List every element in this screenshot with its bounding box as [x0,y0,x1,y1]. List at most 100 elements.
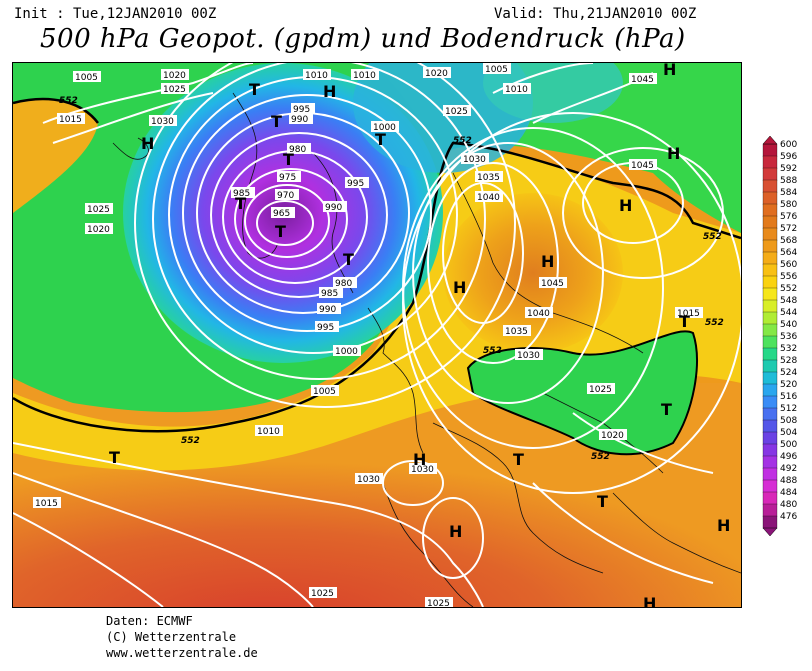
color-legend-tick: 572 [780,224,798,234]
color-legend-tick: 576 [780,212,798,222]
color-legend-cell [762,155,778,169]
color-legend-tick: 536 [780,332,798,342]
contour-552-label: 552 [483,346,502,356]
color-legend-cell [762,359,778,373]
color-legend-bottom-arrow [762,527,778,536]
low-marker: T [661,400,672,419]
isobar-label: 1035 [477,173,500,183]
isobar-label: 995 [293,105,310,115]
isobar-label: 1045 [631,161,654,171]
isobar-label: 1040 [527,309,550,319]
isobar-label: 1000 [373,123,396,133]
isobar-label: 1005 [313,387,336,397]
color-legend-tick: 504 [780,428,798,438]
high-marker: H [413,450,426,469]
color-legend-tick: 600 [780,140,798,150]
color-legend-tick: 492 [780,464,798,474]
isobar-label: 980 [289,145,306,155]
color-legend-tick: 496 [780,452,798,462]
color-legend-tick: 552 [780,284,798,294]
color-legend-cell [762,275,778,289]
isobar-label: 1025 [589,385,612,395]
high-marker: H [717,516,730,535]
high-marker: H [663,63,676,79]
isobar-label: 1030 [357,475,380,485]
isobar-label: 1000 [335,347,358,357]
isobar-label: 1045 [541,279,564,289]
color-legend-tick: 528 [780,356,798,366]
low-marker: T [235,194,246,213]
high-marker: H [449,522,462,541]
color-legend-tick: 500 [780,440,798,450]
high-marker: H [619,196,632,215]
isobar-label: 1030 [517,351,540,361]
color-legend-cell [762,215,778,229]
isobar-label: 995 [347,179,364,189]
color-legend-cell [762,431,778,445]
color-legend-cell [762,491,778,505]
high-marker: H [541,252,554,271]
isobar-label: 1025 [445,107,468,117]
isobar-label: 1030 [463,155,486,165]
isobar-label: 1020 [425,69,448,79]
color-legend-cell [762,323,778,337]
isobar-label: 1005 [485,65,508,75]
isobar-label: 1035 [505,327,528,337]
isobar-label: 1015 [59,115,82,125]
high-marker: H [643,594,656,607]
color-legend-tick: 532 [780,344,798,354]
color-legend-cell [762,383,778,397]
color-legend-cell [762,239,778,253]
color-legend-cell [762,395,778,409]
isobar-label: 1015 [677,309,700,319]
color-legend-cell [762,515,778,529]
high-marker: H [667,144,680,163]
color-legend-tick: 476 [780,512,798,522]
isobar-label: 1010 [353,71,376,81]
color-legend-cell [762,143,778,157]
isobar-label: 1030 [411,465,434,475]
contour-552-label: 552 [59,96,78,106]
contour-552-label: 552 [705,318,724,328]
isobar-label: 995 [317,323,334,333]
low-marker: T [249,80,260,99]
low-marker: T [283,150,294,169]
color-legend-cell [762,467,778,481]
isobar-label: 975 [279,173,296,183]
color-legend-tick: 568 [780,236,798,246]
color-legend-tick: 480 [780,500,798,510]
color-legend-cell [762,263,778,277]
isobar-label: 990 [291,115,308,125]
color-legend-cell [762,191,778,205]
valid-time: Valid: Thu,21JAN2010 00Z [494,6,697,22]
color-legend-cell [762,287,778,301]
isobar-label: 1025 [427,599,450,607]
low-marker: T [679,312,690,331]
color-legend-cell [762,479,778,493]
color-legend-cell [762,335,778,349]
isobar-label: 1030 [151,117,174,127]
isobar-label: 990 [319,305,336,315]
low-marker: T [275,222,286,241]
contour-552-label: 552 [453,136,472,146]
high-marker: H [453,278,466,297]
isobar-label: 985 [233,189,250,199]
isobar-label: 1025 [87,205,110,215]
color-legend-tick: 564 [780,248,798,258]
color-legend-cell [762,455,778,469]
isobar-label: 965 [273,209,290,219]
color-legend-tick: 512 [780,404,798,414]
color-legend-cell [762,371,778,385]
color-legend-tick: 520 [780,380,798,390]
high-marker: H [323,82,336,101]
color-legend-cell [762,167,778,181]
color-legend-tick: 516 [780,392,798,402]
color-legend-tick: 508 [780,416,798,426]
isobar-label: 1020 [163,71,186,81]
website-link[interactable]: www.wetterzentrale.de [106,646,258,660]
contour-552-label: 552 [703,232,722,242]
color-legend-tick: 488 [780,476,798,486]
isobar-label: 1025 [311,589,334,599]
isobar-label: 1015 [35,499,58,509]
color-legend-tick: 544 [780,308,798,318]
